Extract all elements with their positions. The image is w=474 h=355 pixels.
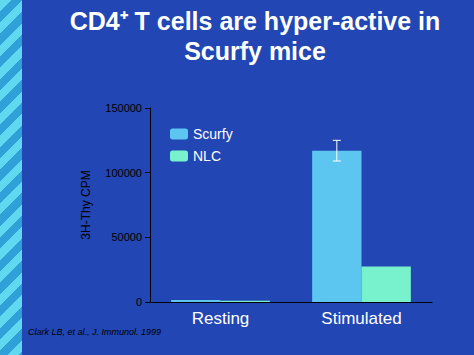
svg-text:Stimulated: Stimulated [321, 309, 401, 328]
svg-text:0: 0 [136, 296, 142, 308]
svg-text:Scurfy: Scurfy [193, 126, 233, 142]
svg-text:NLC: NLC [193, 148, 221, 164]
svg-text:3H-Thy CPM: 3H-Thy CPM [79, 170, 93, 239]
svg-text:100000: 100000 [105, 167, 142, 179]
html-text:CD4⁺ T cells are hyper-active: CD4⁺ T cells are hyper-active in Scurfy … [69, 7, 441, 65]
html-text:Clark LB, et al., J. Immunol.: Clark LB, et al., J. Immunol. 1999 [28, 327, 162, 337]
svg-text:150000: 150000 [105, 102, 142, 114]
svg-text:50000: 50000 [111, 231, 142, 243]
svg-text:Resting: Resting [192, 309, 250, 328]
